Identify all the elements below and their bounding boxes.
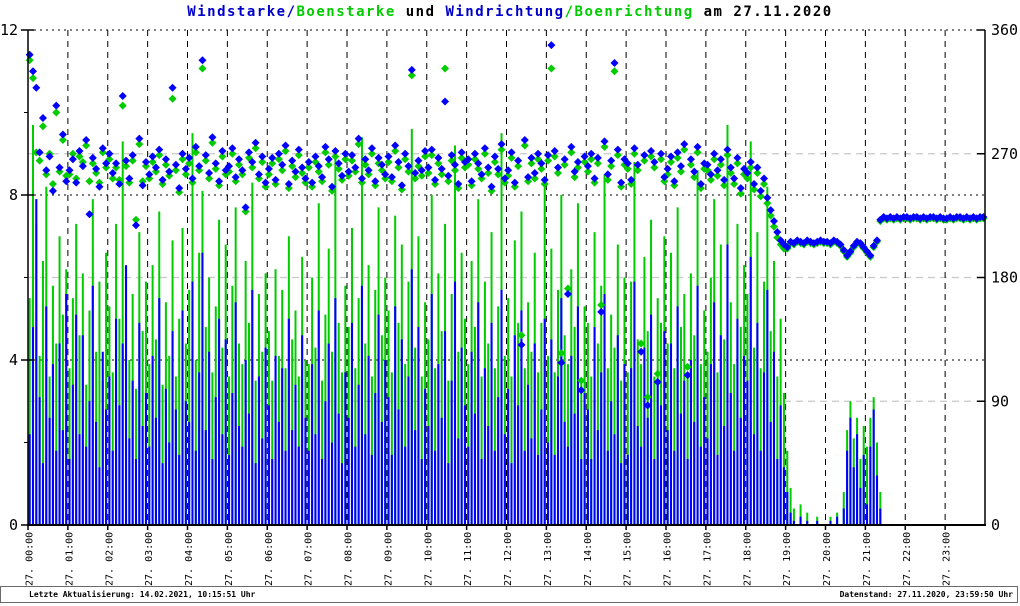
svg-text:27. 15:00: 27. 15:00 [623,532,634,586]
svg-text:27. 18:00: 27. 18:00 [742,532,753,586]
chart-title-segment: Windrichtung [445,4,565,20]
footer-last-update: Letzte Aktualisierung: 14.02.2021, 10:15… [29,590,256,599]
svg-text:27. 14:00: 27. 14:00 [583,532,594,586]
svg-text:27. 09:00: 27. 09:00 [383,532,394,586]
svg-text:27. 23:00: 27. 23:00 [942,532,953,586]
svg-text:27. 21:00: 27. 21:00 [862,532,873,586]
svg-text:8: 8 [9,186,18,204]
svg-text:27. 22:00: 27. 22:00 [902,532,913,586]
svg-text:27. 17:00: 27. 17:00 [702,532,713,586]
chart-title-segment: Windstarke/ [187,4,297,20]
svg-text:27. 07:00: 27. 07:00 [304,532,315,586]
svg-text:0: 0 [991,516,1000,534]
svg-text:270: 270 [991,145,1018,163]
chart-title-segment: am 27.11.2020 [693,4,833,20]
wind-chart-plot: 0 4 8 12 0 90 180 270 360 27. 00:00 27. 01:00 27. 0… [0,21,1018,586]
svg-text:27. 20:00: 27. 20:00 [822,532,833,586]
svg-text:27. 08:00: 27. 08:00 [344,532,355,586]
svg-text:27. 01:00: 27. 01:00 [64,532,75,586]
svg-text:27. 13:00: 27. 13:00 [543,532,554,586]
svg-text:90: 90 [991,392,1009,410]
chart-title-segment: /Boenrichtung [564,4,694,20]
chart-title-segment: Boenstarke [296,4,396,20]
svg-text:27. 02:00: 27. 02:00 [104,532,115,586]
svg-text:27. 05:00: 27. 05:00 [224,532,235,586]
chart-title: Windstarke/Boenstarke und Windrichtung/B… [0,4,1020,20]
svg-text:27. 11:00: 27. 11:00 [463,532,474,586]
svg-text:27. 10:00: 27. 10:00 [423,532,434,586]
svg-text:27. 00:00: 27. 00:00 [25,532,36,586]
svg-text:27. 16:00: 27. 16:00 [663,532,674,586]
svg-text:4: 4 [9,351,18,369]
svg-text:360: 360 [991,21,1018,39]
svg-text:180: 180 [991,269,1018,287]
footer-bar: Letzte Aktualisierung: 14.02.2021, 10:15… [0,586,1018,603]
svg-text:12: 12 [0,21,18,39]
svg-text:27. 19:00: 27. 19:00 [782,532,793,586]
svg-text:27. 12:00: 27. 12:00 [503,532,514,586]
svg-text:27. 03:00: 27. 03:00 [144,532,155,586]
svg-text:0: 0 [9,516,18,534]
footer-data-state: Datenstand: 27.11.2020, 23:59:50 Uhr [839,590,1013,599]
svg-text:27. 04:00: 27. 04:00 [184,532,195,586]
chart-title-segment: und [395,4,446,20]
svg-text:27. 06:00: 27. 06:00 [264,532,275,586]
